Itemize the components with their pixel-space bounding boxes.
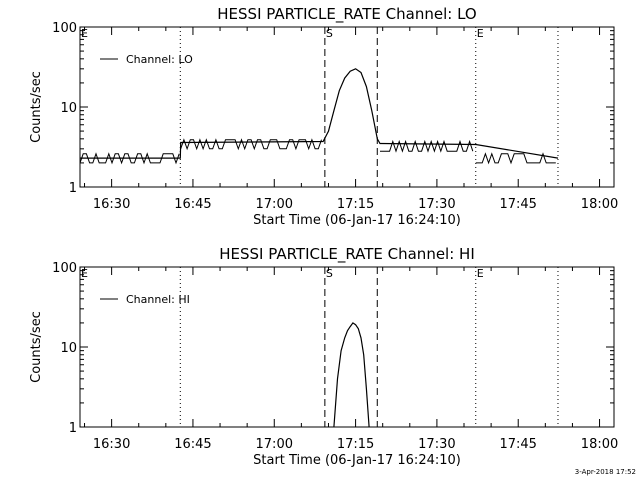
x-tick-label: 17:45 [499,197,536,212]
legend-label: Channel: LO [126,53,193,66]
marker-label: S [326,267,333,280]
y-axis-label: Counts/sec [29,71,44,143]
x-tick-label: 17:30 [418,197,455,212]
x-tick-label: 17:30 [418,437,455,452]
chart-panel-1: HESSI PARTICLE_RATE Channel: LO 1 10 100 16:… [29,5,618,228]
y-tick-label: 10 [60,101,77,116]
y-axis-label: Counts/sec [29,311,44,383]
series-noise-segment [180,138,322,151]
marker-label: E [477,27,484,40]
x-tick-label: 17:45 [499,437,536,452]
marker-label: E [81,267,88,280]
footer-timestamp: 3-Apr-2018 17:52 [574,468,636,476]
x-tick-label: 17:15 [337,437,374,452]
x-tick-label: 16:30 [93,197,130,212]
series-line [80,68,559,159]
chart-title: HESSI PARTICLE_RATE Channel: LO [217,5,476,24]
chart-panel-2: HESSI PARTICLE_RATE Channel: HI 1 10 100 16:… [29,245,618,468]
series-line [333,322,370,428]
x-tick-label: 16:45 [174,437,211,452]
y-tick-label: 100 [52,21,77,36]
x-tick-label: 17:00 [256,197,293,212]
y-tick-label: 100 [52,261,77,276]
marker-label: S [326,27,333,40]
y-tick-label: 1 [69,181,77,196]
marker-label: E [81,27,88,40]
y-tick-label: 10 [60,341,77,356]
chart-title: HESSI PARTICLE_RATE Channel: HI [219,245,475,264]
x-tick-label: 17:00 [256,437,293,452]
series-noise-segment [380,139,474,153]
x-tick-label: 18:00 [581,437,618,452]
marker-label: E [477,267,484,280]
x-tick-label: 17:15 [337,197,374,212]
x-axis-label: Start Time (06-Jan-17 16:24:10) [253,453,461,468]
plot-frame [79,266,615,428]
legend-label: Channel: HI [126,293,190,306]
x-tick-label: 16:30 [93,437,130,452]
x-axis-label: Start Time (06-Jan-17 16:24:10) [253,213,461,228]
y-tick-label: 1 [69,421,77,436]
x-tick-label: 18:00 [581,197,618,212]
x-tick-label: 16:45 [174,197,211,212]
